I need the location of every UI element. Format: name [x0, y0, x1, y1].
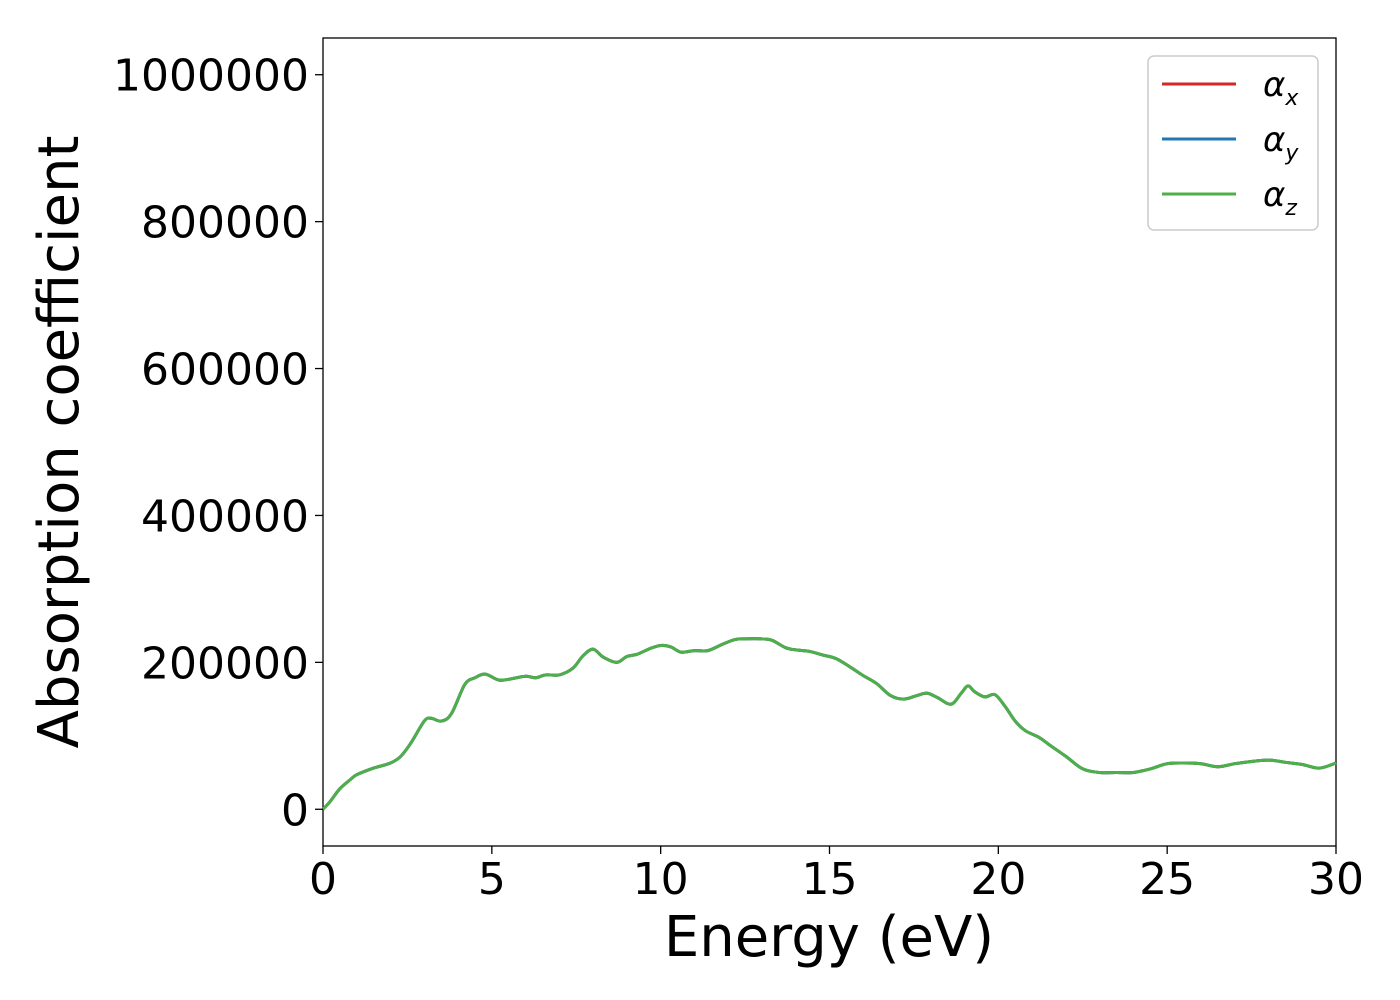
legend-entry-z: αz: [1263, 175, 1297, 221]
x-axis-ticks: 0 5 10 15 20 25 30: [309, 846, 1364, 905]
legend-entry-x: αx: [1263, 65, 1299, 111]
legend-symbol: α: [1263, 65, 1285, 105]
y-tick-label: 1000000: [113, 51, 309, 102]
series-line-z: [321, 637, 1337, 811]
x-tick-label: 10: [633, 854, 689, 905]
y-tick-label: 0: [281, 785, 309, 836]
series-line-x: [321, 637, 1337, 811]
legend-entry-y: αy: [1263, 120, 1299, 166]
legend-symbol: α: [1263, 175, 1285, 215]
series-layer: [321, 637, 1337, 811]
series-line-y: [321, 637, 1337, 811]
legend-subscript: y: [1284, 141, 1299, 166]
legend-subscript: x: [1284, 86, 1299, 111]
x-axis-label: Energy (eV): [664, 905, 994, 970]
x-tick-label: 25: [1139, 854, 1195, 905]
x-tick-label: 20: [970, 854, 1026, 905]
y-tick-label: 800000: [141, 198, 309, 249]
x-tick-label: 5: [478, 854, 506, 905]
x-tick-label: 15: [802, 854, 858, 905]
x-tick-label: 0: [309, 854, 337, 905]
y-axis-label: Absorption coefficient: [27, 136, 92, 749]
legend-symbol: α: [1263, 120, 1285, 160]
y-axis-ticks: 0 200000 400000 600000 800000 1000000: [113, 51, 323, 836]
y-tick-label: 400000: [141, 491, 309, 542]
legend-frame: [1147, 55, 1319, 231]
y-tick-label: 600000: [141, 345, 309, 396]
x-tick-label: 30: [1308, 854, 1364, 905]
legend-subscript: z: [1284, 196, 1297, 221]
y-tick-label: 200000: [141, 638, 309, 689]
